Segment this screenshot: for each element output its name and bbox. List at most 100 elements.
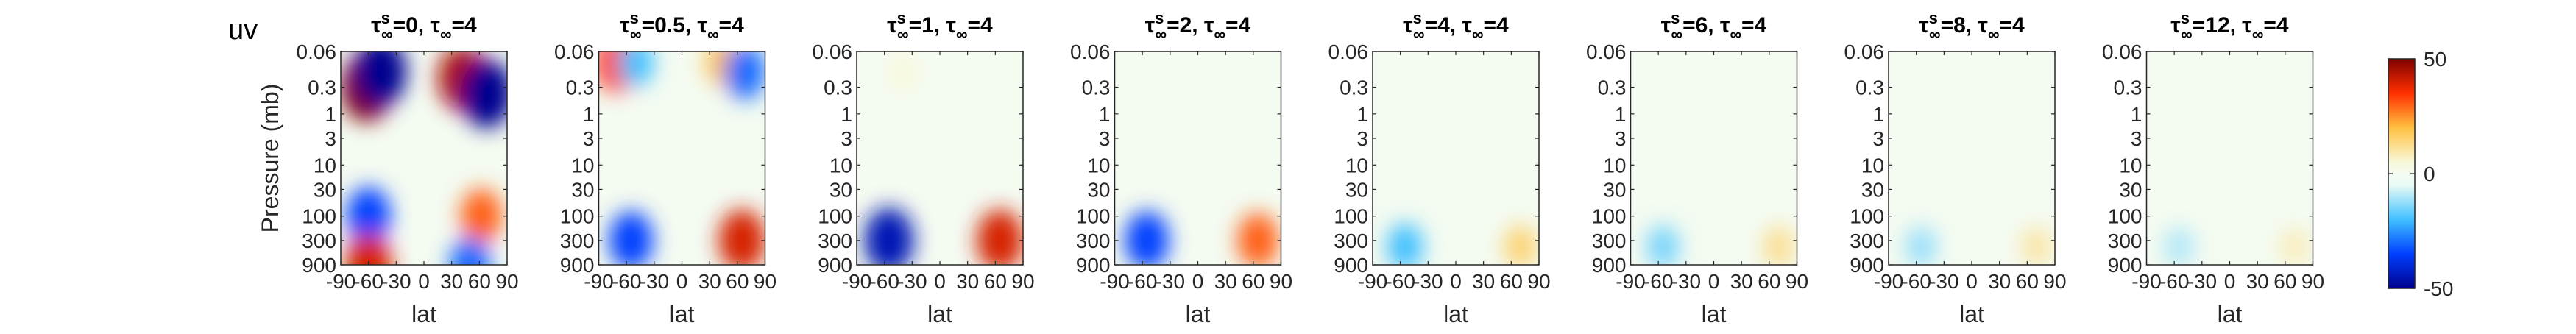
y-tick-label: 100 bbox=[1850, 205, 1884, 228]
contour-blob bbox=[2279, 227, 2309, 265]
x-tick-label: 0 bbox=[676, 270, 688, 293]
y-tick-label: 0.06 bbox=[1844, 40, 1885, 63]
y-tick-label: 0.3 bbox=[1340, 77, 1368, 99]
contour-blob bbox=[609, 211, 654, 265]
x-tick-label: 60 bbox=[2274, 270, 2296, 293]
y-tick-label: 10 bbox=[1345, 154, 1368, 177]
y-tick-label: 100 bbox=[302, 205, 336, 228]
x-axis-label: lat bbox=[411, 301, 436, 327]
y-tick-label: 30 bbox=[2119, 178, 2142, 201]
y-tick-label: 300 bbox=[1850, 230, 1884, 252]
y-tick-label: 100 bbox=[1592, 205, 1627, 228]
y-tick-label: 30 bbox=[571, 178, 594, 201]
x-axis-label: lat bbox=[927, 301, 952, 327]
y-tick-label: 1 bbox=[1872, 103, 1884, 126]
x-axis-label: lat bbox=[1186, 301, 1211, 327]
y-tick-label: 10 bbox=[571, 154, 594, 177]
panel-field bbox=[857, 51, 1023, 265]
y-tick-label: 30 bbox=[314, 178, 336, 201]
contour-blob bbox=[461, 59, 507, 129]
x-tick-label: -60 bbox=[2159, 270, 2189, 293]
contour-blob bbox=[1646, 225, 1680, 265]
panel-field bbox=[1373, 51, 1539, 265]
y-tick-label: 3 bbox=[1615, 127, 1627, 150]
contour-blob bbox=[724, 51, 765, 99]
x-tick-label: 30 bbox=[956, 270, 979, 293]
x-tick-label: -30 bbox=[1413, 270, 1443, 293]
y-tick-label: 3 bbox=[1872, 127, 1884, 150]
panel-shading bbox=[864, 54, 1023, 265]
panel-title: τs ∞=8, τ∞=4 bbox=[1919, 9, 2025, 43]
y-tick-label: 3 bbox=[583, 127, 595, 150]
x-tick-label: 90 bbox=[754, 270, 776, 293]
x-tick-label: 30 bbox=[1730, 270, 1753, 293]
y-tick-label: 30 bbox=[1345, 178, 1368, 201]
y-tick-label: 100 bbox=[818, 205, 852, 228]
contour-blob bbox=[1125, 211, 1170, 265]
x-tick-label: -90 bbox=[1100, 270, 1129, 293]
y-tick-label: 0.06 bbox=[2102, 40, 2142, 63]
y-tick-label: 3 bbox=[1099, 127, 1111, 150]
panel-title: τs ∞=1, τ∞=4 bbox=[887, 9, 993, 43]
panel-field bbox=[2146, 51, 2313, 265]
y-tick-label: 300 bbox=[302, 230, 336, 252]
y-tick-label: 100 bbox=[1334, 205, 1368, 228]
contour-blob bbox=[2164, 227, 2194, 265]
colorbar-tick-label: 50 bbox=[2424, 48, 2446, 71]
y-tick-label: 1 bbox=[1356, 103, 1368, 126]
x-tick-label: -30 bbox=[1671, 270, 1701, 293]
y-tick-label: 0.3 bbox=[824, 77, 852, 99]
x-tick-label: 90 bbox=[1527, 270, 1550, 293]
x-tick-label: -90 bbox=[1358, 270, 1387, 293]
y-tick-label: 100 bbox=[1076, 205, 1111, 228]
y-tick-label: 10 bbox=[1087, 154, 1110, 177]
panel-shading bbox=[1646, 225, 1794, 265]
y-tick-label: 10 bbox=[2119, 154, 2142, 177]
panel-shading bbox=[1905, 226, 2052, 265]
panel-field bbox=[1114, 51, 1281, 265]
y-tick-label: 1 bbox=[1615, 103, 1627, 126]
y-tick-label: 30 bbox=[829, 178, 852, 201]
y-tick-label: 10 bbox=[314, 154, 336, 177]
colorbar-tick-label: -50 bbox=[2424, 277, 2453, 300]
x-tick-label: 30 bbox=[440, 270, 463, 293]
contour-blob bbox=[618, 51, 654, 87]
x-tick-label: -30 bbox=[897, 270, 927, 293]
x-tick-label: 90 bbox=[2301, 270, 2324, 293]
x-tick-label: 90 bbox=[1786, 270, 1808, 293]
x-axis-label: lat bbox=[1959, 301, 1984, 327]
y-axis-label: Pressure (mb) bbox=[257, 84, 283, 233]
x-tick-label: 0 bbox=[2224, 270, 2236, 293]
contour-blob bbox=[347, 187, 391, 246]
x-tick-label: -30 bbox=[1156, 270, 1185, 293]
x-tick-label: 0 bbox=[1708, 270, 1720, 293]
panel-shading bbox=[341, 51, 507, 265]
y-tick-label: 0.3 bbox=[2114, 77, 2142, 99]
y-tick-label: 1 bbox=[325, 103, 336, 126]
x-tick-label: 0 bbox=[1966, 270, 1978, 293]
x-tick-label: -90 bbox=[326, 270, 355, 293]
y-tick-label: 300 bbox=[818, 230, 852, 252]
panel-title: τs ∞=12, τ∞=4 bbox=[2170, 9, 2288, 43]
figure-label: uv bbox=[228, 15, 258, 46]
y-tick-label: 0.06 bbox=[297, 40, 337, 63]
contour-blob bbox=[354, 51, 407, 107]
y-tick-label: 900 bbox=[302, 254, 336, 277]
x-tick-label: 60 bbox=[2016, 270, 2039, 293]
y-tick-label: 0.06 bbox=[1328, 40, 1369, 63]
x-tick-label: -90 bbox=[2131, 270, 2161, 293]
y-tick-label: 300 bbox=[560, 230, 595, 252]
x-tick-label: -90 bbox=[1874, 270, 1903, 293]
panel-shading bbox=[598, 51, 765, 265]
x-tick-label: -60 bbox=[869, 270, 899, 293]
y-tick-label: 900 bbox=[2108, 254, 2142, 277]
y-tick-label: 900 bbox=[1850, 254, 1884, 277]
contour-blob bbox=[450, 238, 491, 265]
panel-title: τs ∞=4, τ∞=4 bbox=[1403, 9, 1509, 43]
contour-blob bbox=[977, 209, 1023, 265]
